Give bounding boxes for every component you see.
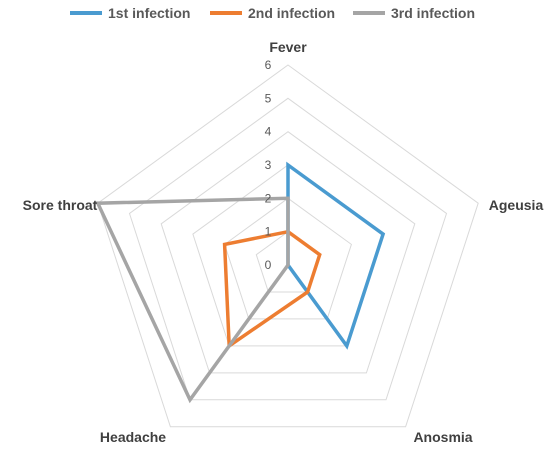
legend-item-1: 1st infection <box>70 5 190 21</box>
legend-item-2: 2nd infection <box>210 5 335 21</box>
legend-item-3: 3rd infection <box>353 5 475 21</box>
tick-label-4: 4 <box>265 125 272 139</box>
grid-ring-2 <box>224 197 352 320</box>
axis-label-ageusia: Ageusia <box>489 197 544 213</box>
legend-label-2: 2nd infection <box>248 5 335 21</box>
tick-label-5: 5 <box>265 91 272 105</box>
grid-ring-6 <box>97 64 479 428</box>
tick-label-2: 2 <box>265 191 272 205</box>
tick-label-0: 0 <box>265 258 272 272</box>
legend-label-3: 3rd infection <box>391 5 475 21</box>
tick-label-6: 6 <box>265 58 272 72</box>
axis-label-fever: Fever <box>269 39 307 55</box>
axis-label-sore-throat: Sore throat <box>23 197 98 213</box>
legend: 1st infection 2nd infection 3rd infection <box>70 5 475 21</box>
axis-labels: Fever Ageusia Anosmia Headache Sore throat <box>23 39 544 445</box>
grid-ring-5 <box>128 97 448 401</box>
series-line-2 <box>222 229 322 350</box>
axis-label-headache: Headache <box>100 429 166 445</box>
legend-label-1: 1st infection <box>108 5 190 21</box>
tick-label-3: 3 <box>265 158 272 172</box>
tick-label-1: 1 <box>265 225 272 239</box>
grid-ring-4 <box>160 131 416 374</box>
series-line-3 <box>95 196 290 404</box>
tick-labels: 0 1 2 3 4 5 6 <box>265 58 272 272</box>
series-layer <box>95 161 386 404</box>
axis-label-anosmia: Anosmia <box>413 429 472 445</box>
